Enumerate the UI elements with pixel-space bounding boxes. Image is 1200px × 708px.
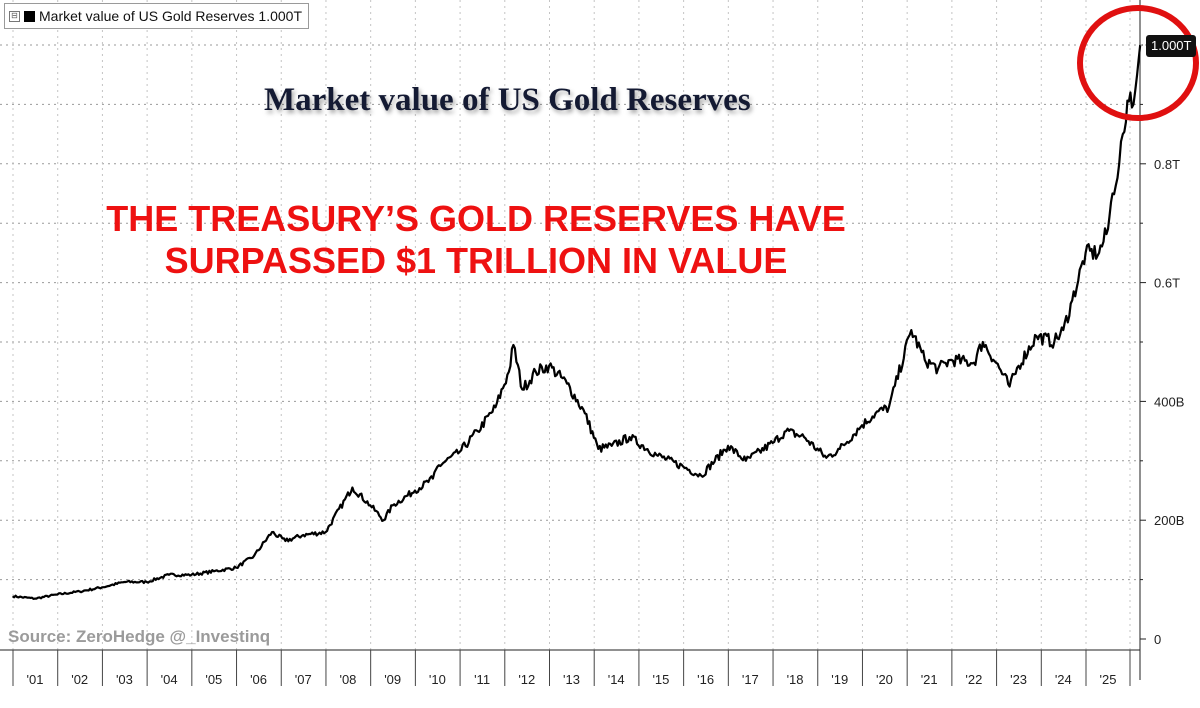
annotation-headline: THE TREASURY’S GOLD RESERVES HAVE SURPAS… xyxy=(96,198,856,282)
x-tick-label: '10 xyxy=(429,672,446,687)
x-tick-label: '12 xyxy=(518,672,535,687)
x-tick-label: '23 xyxy=(1010,672,1027,687)
x-tick-label: '02 xyxy=(71,672,88,687)
x-tick-label: '19 xyxy=(831,672,848,687)
x-tick-label: '13 xyxy=(563,672,580,687)
x-tick-label: '18 xyxy=(787,672,804,687)
x-tick-label: '20 xyxy=(876,672,893,687)
x-tick-label: '11 xyxy=(474,672,490,687)
x-tick-label: '15 xyxy=(652,672,669,687)
source-credit: Source: ZeroHedge @_Investinq xyxy=(8,627,271,646)
x-tick-label: '03 xyxy=(116,672,133,687)
x-tick-label: '09 xyxy=(384,672,401,687)
legend-swatch xyxy=(24,10,35,22)
y-axis: 0 200B 400B 0.6T 0.8T xyxy=(1139,0,1184,680)
y-tick-label: 0 xyxy=(1154,632,1161,647)
x-axis: '01 '02 '03 '04 '05 '06 '07 '08 '09 '10 '11 '12 '13 '… xyxy=(0,649,1140,687)
x-tick-label: '01 xyxy=(27,672,44,687)
x-tick-label: '14 xyxy=(608,672,625,687)
x-tick-label: '08 xyxy=(339,672,356,687)
y-tick-label: 400B xyxy=(1154,394,1184,409)
y-tick-label: 0.6T xyxy=(1154,276,1180,291)
x-tick-label: '05 xyxy=(205,672,222,687)
legend-toggle-icon[interactable]: ⊟ xyxy=(9,10,20,22)
x-tick-label: '17 xyxy=(742,672,759,687)
grid-lines xyxy=(0,0,1140,650)
y-tick-label: 0.8T xyxy=(1154,157,1180,172)
annotation-line-2: SURPASSED $1 TRILLION IN VALUE xyxy=(164,240,788,281)
x-tick-label: '24 xyxy=(1055,672,1072,687)
x-tick-label: '07 xyxy=(295,672,312,687)
last-value-label: 1.000T xyxy=(1146,35,1197,57)
x-tick-label: '16 xyxy=(697,672,714,687)
annotation-line-1: THE TREASURY’S GOLD RESERVES HAVE xyxy=(106,198,846,239)
x-tick-label: '25 xyxy=(1100,672,1117,687)
x-tick-label: '21 xyxy=(921,672,938,687)
x-tick-label: '04 xyxy=(161,672,178,687)
x-tick-label: '22 xyxy=(965,672,982,687)
series-line-gold-reserves xyxy=(11,44,1142,600)
x-tick-label: '06 xyxy=(250,672,267,687)
legend-label: Market value of US Gold Reserves 1.000T xyxy=(39,8,303,24)
chart-title: Market value of US Gold Reserves xyxy=(264,82,751,118)
legend[interactable]: ⊟ Market value of US Gold Reserves 1.000… xyxy=(4,3,310,29)
highlight-circle xyxy=(1077,5,1199,121)
y-tick-label: 200B xyxy=(1154,513,1184,528)
